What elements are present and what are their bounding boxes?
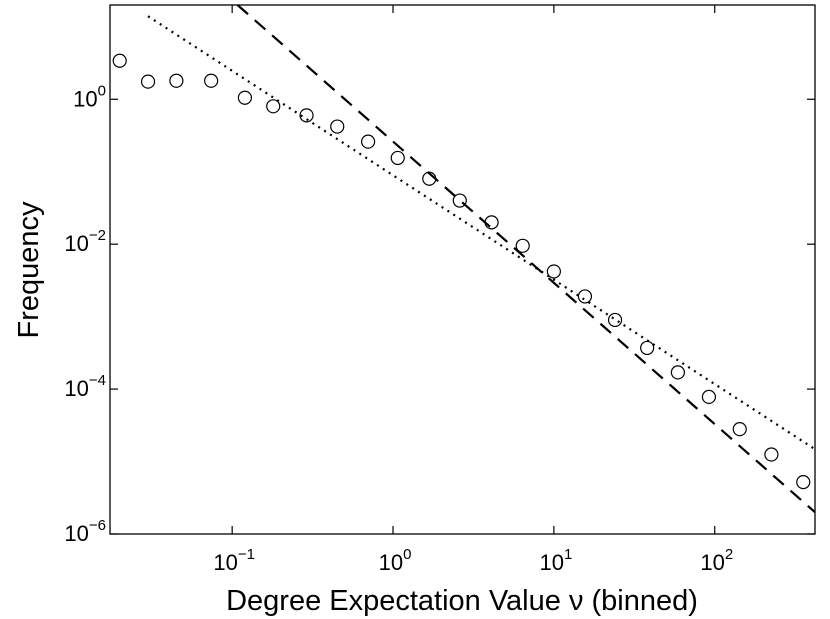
data-point [361, 134, 376, 149]
x-tick-label: 102 [700, 546, 733, 575]
data-point [701, 389, 717, 405]
data-point [515, 238, 530, 253]
y-axis: 10−6 10−4 10−2 100 [64, 82, 815, 546]
y-tick-label: 10−4 [64, 372, 106, 401]
data-point [204, 73, 219, 88]
data-point [577, 289, 593, 304]
x-tick-label: 10−1 [213, 546, 255, 575]
x-tick-label: 101 [539, 546, 572, 575]
data-point [169, 73, 184, 88]
data-point [546, 264, 561, 279]
data-point [452, 193, 467, 208]
data-point [484, 215, 499, 230]
data-point [422, 171, 437, 186]
x-tick-label: 100 [379, 546, 412, 575]
data-point [330, 119, 345, 134]
data-point [764, 447, 779, 462]
y-tick-label: 10−2 [64, 227, 106, 256]
y-tick-label: 10−6 [64, 517, 106, 546]
x-axis: 10−1 100 101 102 [213, 5, 733, 575]
data-point [640, 340, 655, 356]
trend-lines [147, 5, 815, 514]
dashed-fit-line [236, 5, 815, 514]
data-point [266, 99, 281, 114]
dotted-fit-line [147, 15, 815, 451]
data-point [732, 422, 747, 437]
data-point [140, 74, 156, 89]
data-point [390, 150, 405, 166]
x-axis-title: Degree Expectation Value ν (binned) [226, 585, 698, 617]
y-axis-title: Frequency [13, 201, 45, 339]
data-point [607, 312, 623, 328]
data-point [299, 108, 314, 123]
data-point [670, 365, 685, 380]
y-tick-label: 100 [73, 82, 106, 111]
plot-area-frame [109, 4, 816, 535]
data-point [237, 90, 253, 105]
data-point [796, 475, 811, 490]
data-markers [112, 53, 811, 490]
data-point [112, 53, 127, 68]
